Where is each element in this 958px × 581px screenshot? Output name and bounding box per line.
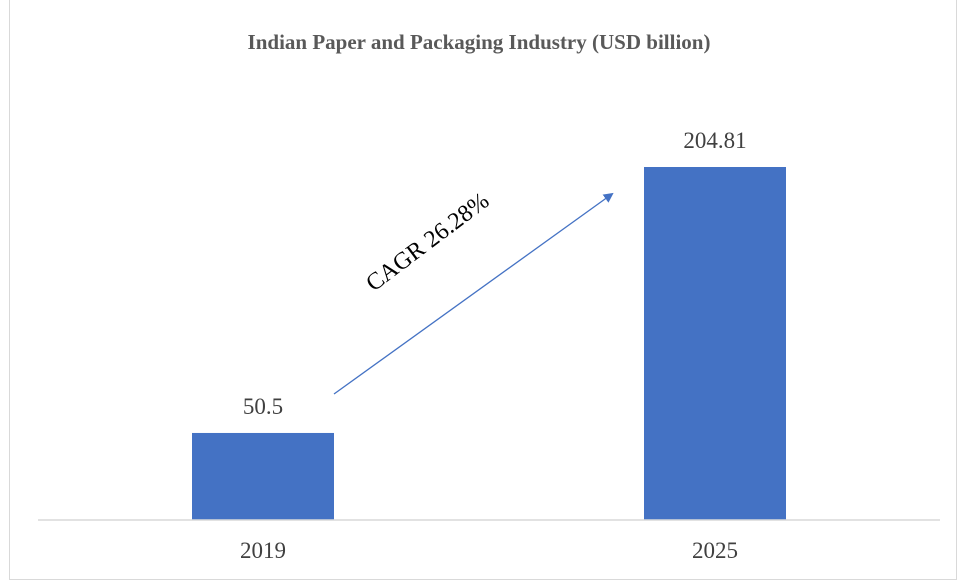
data-label-2019: 50.5 [243, 394, 283, 419]
x-tick-label-2025: 2025 [692, 538, 738, 563]
labels-layer: 50.5 2019 204.81 2025 [240, 128, 747, 563]
bar-2025 [644, 167, 786, 520]
cagr-arrow [333, 192, 614, 395]
x-tick-label-2019: 2019 [240, 538, 286, 563]
bars-layer [192, 167, 786, 520]
bar-2019 [192, 432, 334, 520]
chart-title: Indian Paper and Packaging Industry (USD… [247, 30, 711, 54]
chart-frame [9, 0, 957, 580]
cagr-annotation: CAGR 26.28% [361, 188, 494, 297]
data-label-2025: 204.81 [683, 128, 746, 153]
